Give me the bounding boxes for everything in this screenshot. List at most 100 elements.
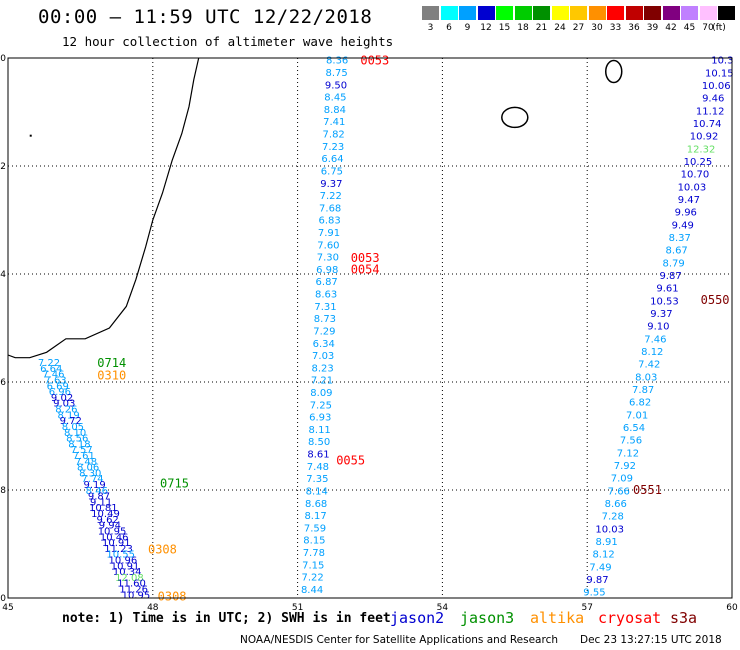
wave-height-value: 10.95 [98, 526, 127, 537]
wave-height-value: 10.91 [102, 538, 131, 549]
legend-swatch [551, 6, 569, 20]
legend-label: 30 [591, 23, 603, 33]
wave-height-value: 9.03 [53, 399, 75, 410]
pass-time-label: 0550 [701, 293, 730, 307]
wave-height-value: 9.37 [320, 179, 342, 190]
altimeter-tracks: 8.368.759.508.458.847.417.827.236.646.75… [38, 56, 734, 602]
wave-height-value: 7.28 [602, 512, 624, 523]
mission-label-s3a: s3a [670, 609, 698, 627]
wave-height-value: 6.83 [318, 216, 340, 227]
legend-label: 39 [646, 23, 659, 33]
axis-ticks: 45 48 51 54 57 60 -20 -22 -24 -26 -28 -30 [0, 54, 738, 613]
wave-height-value: 12.08 [115, 573, 144, 584]
wave-height-value: 6.96 [49, 387, 71, 398]
y-tick-label: -26 [0, 378, 6, 388]
legend-swatch [496, 6, 513, 20]
legend-swatch [514, 6, 532, 20]
wave-height-value: 8.73 [314, 314, 336, 325]
wave-height-value: 8.05 [62, 422, 84, 433]
wave-height-value: 10.03 [595, 524, 624, 535]
wave-height-value: 8.23 [311, 363, 333, 374]
wave-height-value: 7.09 [611, 474, 633, 485]
pass-time-labels: 0053005300540055055005510714031007150308… [97, 54, 729, 604]
legend-swatch [440, 6, 458, 20]
pass-time-label: 0053 [351, 251, 380, 265]
wave-height-value: 7.41 [323, 117, 345, 128]
generated-timestamp: Dec 23 13:27:15 UTC 2018 [580, 634, 722, 646]
wave-height-value: 9.62 [97, 515, 119, 526]
wave-height-value: 7.78 [303, 548, 325, 559]
legend-swatch [625, 6, 643, 20]
wave-height-value: 8.66 [605, 499, 627, 510]
islet [29, 134, 32, 137]
pass-time-label: 0310 [97, 369, 126, 383]
wave-height-value: 9.10 [647, 322, 669, 333]
wave-height-value: 8.56 [66, 434, 88, 445]
pass-time-label: 0053 [360, 54, 389, 68]
wave-height-value: 6.98 [316, 265, 338, 276]
wave-height-value: 7.49 [589, 562, 611, 573]
wave-height-value: 10.92 [690, 132, 719, 143]
wave-height-value: 6.75 [321, 166, 343, 177]
wave-height-value: 10.49 [91, 509, 120, 520]
wave-height-value: 7.30 [317, 253, 339, 264]
wave-height-value: 10.46 [100, 532, 129, 543]
x-tick-label: 51 [292, 603, 303, 613]
wave-height-value: 7.21 [311, 376, 333, 387]
wave-height-value: 7.87 [632, 385, 654, 396]
wave-height-value: 8.67 [666, 246, 688, 257]
wave-height-value: 7.01 [626, 410, 648, 421]
wave-height-value: 9.11 [90, 497, 112, 508]
wave-height-value: 7.63 [44, 376, 66, 387]
wave-height-value: 6.64 [40, 364, 62, 375]
wave-height-value: 7.29 [313, 326, 335, 337]
wave-height-value: 9.19 [84, 480, 106, 491]
legend-label: 21 [535, 23, 548, 33]
wave-height-value: 8.12 [641, 347, 663, 358]
wave-height-value: 8.91 [595, 537, 617, 548]
pass-time-label: 0714 [97, 356, 126, 370]
wave-height-value: 8.18 [68, 439, 90, 450]
wave-height-value: 9.87 [659, 271, 681, 282]
wave-height-value: 7.22 [38, 358, 60, 369]
legend-label: 24 [554, 23, 566, 33]
legend-swatch [662, 6, 680, 20]
wave-height-value: 9.02 [51, 393, 73, 404]
legend-swatch [699, 6, 717, 20]
wave-height-value: 6.64 [321, 154, 343, 165]
wave-height-value: 8.50 [308, 437, 330, 448]
pass-time-label: 0551 [633, 483, 662, 497]
wave-height-value: 7.15 [302, 560, 324, 571]
legend-swatch [459, 6, 476, 20]
mission-label-jason2: jason2 [390, 609, 445, 627]
mauritius-island [604, 59, 623, 84]
legend-swatch [588, 6, 606, 20]
wave-height-value: 9.55 [583, 588, 605, 599]
wave-height-value: 6.54 [623, 423, 645, 434]
wave-height-value: 8.84 [324, 105, 346, 116]
lat-lon-grid [8, 58, 732, 598]
legend-swatch [533, 6, 550, 20]
wave-height-value: 10.25 [684, 157, 713, 168]
pass-time-label: 0308 [148, 542, 177, 556]
credit-line: NOAA/NESDIS Center for Satellite Applica… [240, 634, 558, 646]
wave-height-value: 7.48 [307, 462, 329, 473]
wave-height-value: 8.26 [55, 405, 77, 416]
wave-height-value: 12.32 [687, 144, 716, 155]
legend-label: 27 [572, 23, 585, 33]
wave-height-value: 9.94 [99, 521, 121, 532]
wave-height-value: 10.55 [106, 550, 135, 561]
wave-height-value: 11.26 [119, 584, 148, 595]
mission-label-jason3: jason3 [460, 609, 515, 627]
wave-height-value: 7.91 [318, 228, 340, 239]
wave-height-value: 8.09 [310, 388, 332, 399]
wave-height-value: 10.74 [693, 119, 722, 130]
wave-height-value: 11.12 [696, 106, 725, 117]
wave-height-value: 8.63 [315, 290, 337, 301]
map-title: 00:00 – 11:59 UTC 12/22/2018 [38, 6, 373, 28]
wave-height-value: 7.61 [73, 451, 95, 462]
reunion-island [501, 106, 529, 129]
wave-height-value: 7.22 [320, 191, 342, 202]
legend-swatch [570, 6, 587, 20]
